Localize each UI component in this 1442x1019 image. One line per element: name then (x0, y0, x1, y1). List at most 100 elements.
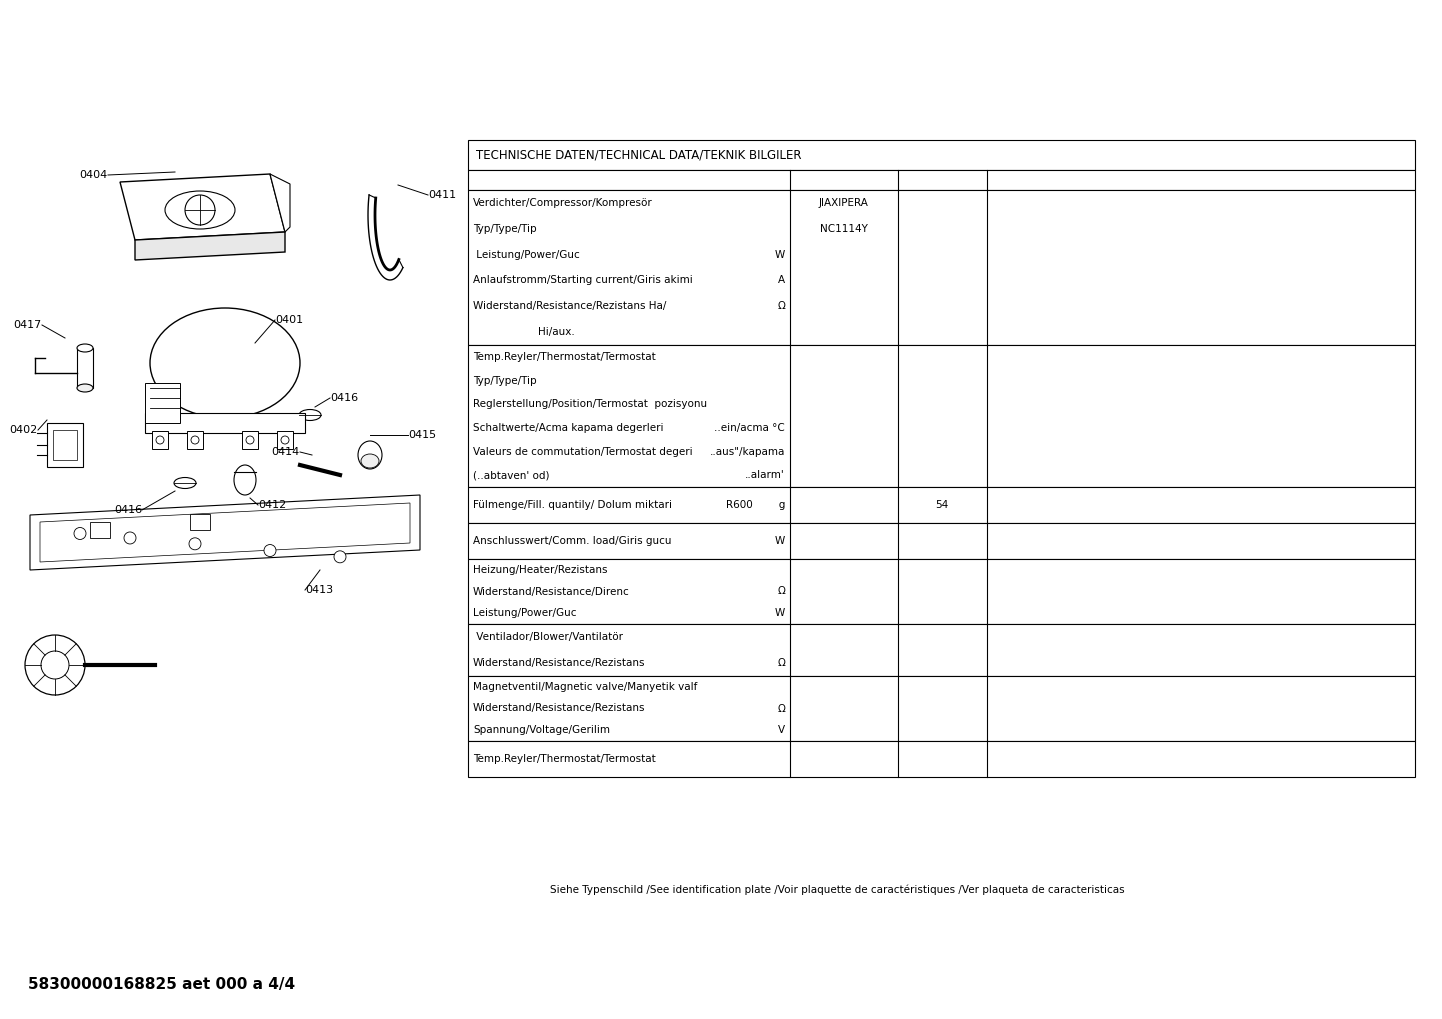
Text: Ω: Ω (777, 658, 784, 668)
Text: 0404: 0404 (79, 170, 108, 180)
Text: 54: 54 (936, 500, 949, 510)
Text: 0415: 0415 (408, 430, 435, 440)
Text: Temp.Reyler/Thermostat/Termostat: Temp.Reyler/Thermostat/Termostat (473, 352, 656, 362)
Ellipse shape (150, 308, 300, 418)
Circle shape (156, 436, 164, 444)
Text: Reglerstellung/Position/Termostat  pozisyonu: Reglerstellung/Position/Termostat pozisy… (473, 399, 707, 410)
Bar (277, 431, 293, 449)
Ellipse shape (174, 478, 196, 488)
Ellipse shape (358, 441, 382, 469)
Text: Typ/Type/Tip: Typ/Type/Tip (473, 224, 536, 233)
Bar (469, 487, 1415, 523)
Ellipse shape (298, 410, 322, 421)
Bar (469, 190, 1415, 345)
Text: 0417: 0417 (14, 320, 42, 330)
Text: JIAXIPERA: JIAXIPERA (819, 198, 870, 208)
Bar (469, 170, 1415, 190)
Text: 58300000168825 aet 000 a 4/4: 58300000168825 aet 000 a 4/4 (27, 977, 296, 993)
Bar (242, 431, 258, 449)
Text: Heizung/Heater/Rezistans: Heizung/Heater/Rezistans (473, 565, 607, 575)
Circle shape (25, 635, 85, 695)
Text: R600        g: R600 g (725, 500, 784, 510)
Bar (469, 624, 1415, 676)
Text: Ω: Ω (777, 302, 784, 311)
Text: 0402: 0402 (10, 425, 37, 435)
Text: V: V (777, 726, 784, 735)
Text: Leistung/Power/Guc: Leistung/Power/Guc (473, 250, 580, 260)
Text: A: A (777, 275, 784, 285)
Text: Temp.Reyler/Thermostat/Termostat: Temp.Reyler/Thermostat/Termostat (473, 754, 656, 764)
Text: Anschlusswert/Comm. load/Giris gucu: Anschlusswert/Comm. load/Giris gucu (473, 536, 672, 546)
Text: 0413: 0413 (306, 585, 333, 595)
Text: ..aus"/kapama: ..aus"/kapama (709, 446, 784, 457)
Bar (469, 676, 1415, 741)
Text: Anlaufstromm/Starting current/Giris akimi: Anlaufstromm/Starting current/Giris akim… (473, 275, 692, 285)
Text: 0412: 0412 (258, 500, 287, 510)
Circle shape (124, 532, 136, 544)
Text: Siehe Typenschild /See identification plate /Voir plaquette de caractéristiques : Siehe Typenschild /See identification pl… (549, 884, 1125, 896)
Text: Widerstand/Resistance/Direnc: Widerstand/Resistance/Direnc (473, 587, 630, 596)
Text: Widerstand/Resistance/Rezistans: Widerstand/Resistance/Rezistans (473, 703, 646, 713)
Bar (151, 431, 169, 449)
Polygon shape (30, 495, 420, 570)
Text: 0411: 0411 (428, 190, 456, 200)
Text: ..alarm': ..alarm' (746, 470, 784, 480)
Text: Typ/Type/Tip: Typ/Type/Tip (473, 375, 536, 385)
Circle shape (190, 436, 199, 444)
Bar (89, 522, 110, 538)
Text: Spannung/Voltage/Gerilim: Spannung/Voltage/Gerilim (473, 726, 610, 735)
Bar (146, 383, 180, 423)
Text: 0416: 0416 (114, 505, 141, 515)
Ellipse shape (76, 384, 92, 392)
Text: (..abtaven' od): (..abtaven' od) (473, 470, 549, 480)
Circle shape (247, 436, 254, 444)
Text: ..ein/acma °C: ..ein/acma °C (714, 423, 784, 433)
Bar (48, 423, 84, 467)
Text: Ventilador/Blower/Vantilatör: Ventilador/Blower/Vantilatör (473, 632, 623, 642)
Text: Widerstand/Resistance/Rezistans Ha/: Widerstand/Resistance/Rezistans Ha/ (473, 302, 666, 311)
Text: Widerstand/Resistance/Rezistans: Widerstand/Resistance/Rezistans (473, 658, 646, 668)
Bar (53, 430, 76, 460)
Bar (187, 431, 203, 449)
Ellipse shape (164, 191, 235, 229)
Text: Fülmenge/Fill. quantily/ Dolum miktari: Fülmenge/Fill. quantily/ Dolum miktari (473, 500, 672, 510)
Ellipse shape (234, 465, 257, 495)
Bar (146, 413, 306, 433)
Polygon shape (270, 174, 290, 232)
Polygon shape (120, 174, 286, 240)
Text: Leistung/Power/Guc: Leistung/Power/Guc (473, 608, 577, 619)
Bar (469, 523, 1415, 559)
Text: W: W (774, 608, 784, 619)
Bar (469, 140, 1415, 170)
Ellipse shape (76, 344, 92, 352)
Text: TECHNISCHE DATEN/TECHNICAL DATA/TEKNIK BILGILER: TECHNISCHE DATEN/TECHNICAL DATA/TEKNIK B… (476, 149, 802, 161)
Bar (469, 345, 1415, 487)
Bar (76, 348, 92, 388)
Circle shape (185, 195, 215, 225)
Text: Valeurs de commutation/Termostat degeri: Valeurs de commutation/Termostat degeri (473, 446, 692, 457)
Bar (190, 514, 211, 530)
Polygon shape (136, 232, 286, 260)
Circle shape (74, 528, 87, 539)
Text: NC1114Y: NC1114Y (820, 224, 868, 233)
Circle shape (40, 651, 69, 679)
Polygon shape (40, 503, 410, 562)
Circle shape (281, 436, 288, 444)
Text: 0416: 0416 (330, 393, 358, 403)
Text: Ω: Ω (777, 703, 784, 713)
Text: 0401: 0401 (275, 315, 303, 325)
Ellipse shape (360, 454, 379, 468)
Text: Hi/aux.: Hi/aux. (473, 327, 575, 337)
Text: W: W (774, 536, 784, 546)
Text: Schaltwerte/Acma kapama degerleri: Schaltwerte/Acma kapama degerleri (473, 423, 663, 433)
Circle shape (189, 538, 200, 550)
Text: Verdichter/Compressor/Kompresör: Verdichter/Compressor/Kompresör (473, 198, 653, 208)
Circle shape (335, 551, 346, 562)
Text: 0414: 0414 (271, 447, 300, 457)
Bar (469, 559, 1415, 624)
Circle shape (264, 544, 275, 556)
Text: Magnetventil/Magnetic valve/Manyetik valf: Magnetventil/Magnetic valve/Manyetik val… (473, 682, 698, 692)
Text: W: W (774, 250, 784, 260)
Bar (469, 741, 1415, 777)
Text: Ω: Ω (777, 587, 784, 596)
